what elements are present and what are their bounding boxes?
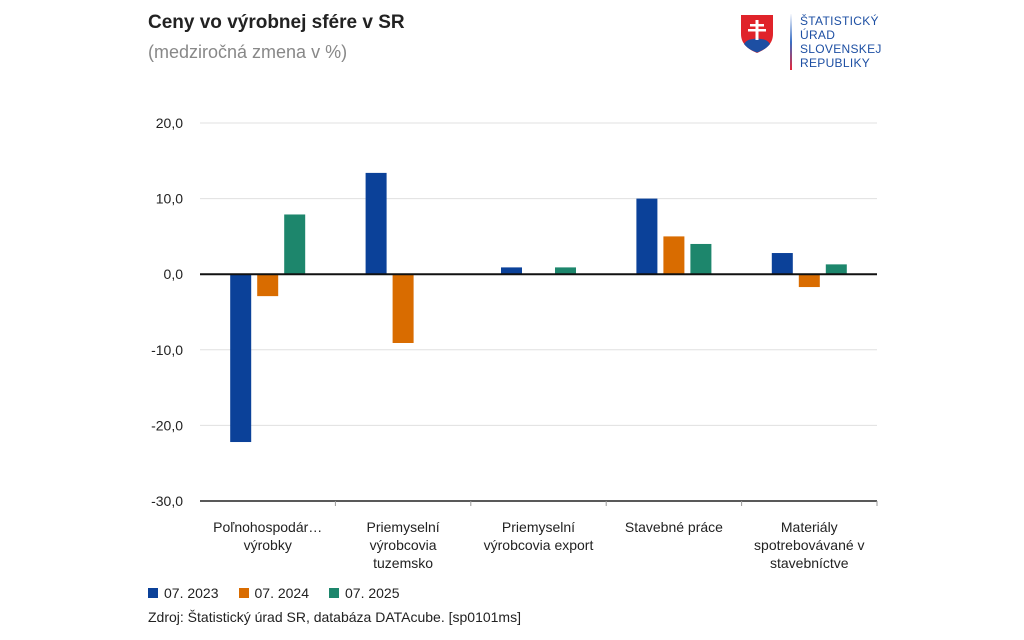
logo-line: ÚRAD: [800, 28, 836, 42]
legend-swatch: [329, 588, 339, 598]
logo-line: REPUBLIKY: [800, 56, 871, 70]
chart-title: Ceny vo výrobnej sfére v SR: [148, 12, 405, 33]
logo-line: SLOVENSKEJ: [800, 42, 882, 56]
legend-swatch: [148, 588, 158, 598]
source-note: Zdroj: Štatistický úrad SR, databáza DAT…: [148, 609, 521, 625]
legend-label: 07. 2024: [254, 585, 310, 601]
coat-of-arms-icon: [741, 15, 773, 53]
bar: [230, 274, 252, 443]
legend: 07. 2023 07. 2024 07. 2025: [148, 585, 400, 601]
x-tick-label: tuzemsko: [373, 555, 433, 571]
y-tick-label: -30,0: [151, 493, 183, 509]
legend-label: 07. 2023: [164, 585, 219, 601]
x-tick-label: Priemyselní: [367, 519, 440, 535]
x-tick-label: výrobcovia export: [484, 537, 594, 553]
y-tick-label: -20,0: [151, 417, 183, 433]
y-tick-label: 20,0: [156, 115, 183, 131]
y-tick-label: -10,0: [151, 342, 183, 358]
bar: [257, 274, 279, 297]
x-tick-label: výrobky: [244, 537, 292, 553]
bar: [284, 214, 306, 275]
x-tick-label: stavebníctve: [770, 555, 849, 571]
bar: [771, 253, 793, 275]
legend-item[interactable]: 07. 2023: [148, 585, 219, 601]
x-tick-label: Priemyselní: [502, 519, 575, 535]
bar: [663, 236, 685, 275]
bar: [798, 274, 820, 288]
bar: [690, 243, 712, 275]
logo-line: ŠTATISTICKÝ: [800, 14, 879, 28]
bar: [636, 198, 658, 275]
bar: [825, 264, 847, 275]
chart-subtitle: (medziročná zmena v %): [148, 42, 348, 62]
x-tick-label: Materiály: [781, 519, 838, 535]
legend-swatch: [238, 588, 249, 598]
logo-text: ŠTATISTICKÝ ÚRAD SLOVENSKEJ REPUBLIKY: [790, 14, 882, 70]
bar: [365, 172, 387, 275]
x-tick-label: Stavebné práce: [625, 519, 723, 535]
y-tick-label: 0,0: [164, 266, 184, 282]
legend-item[interactable]: 07. 2025: [329, 585, 400, 601]
y-tick-label: 10,0: [156, 191, 183, 207]
logo: ŠTATISTICKÝ ÚRAD SLOVENSKEJ REPUBLIKY: [740, 14, 882, 70]
x-tick-label: Poľnohospodár…: [213, 519, 322, 535]
bar: [392, 274, 414, 343]
bar: [501, 267, 522, 275]
x-tick-label: výrobcovia: [370, 537, 437, 553]
legend-label: 07. 2025: [345, 585, 400, 601]
legend-item[interactable]: 07. 2024: [238, 585, 310, 601]
bar: [555, 267, 576, 275]
x-tick-label: spotrebovávané v: [754, 537, 865, 553]
